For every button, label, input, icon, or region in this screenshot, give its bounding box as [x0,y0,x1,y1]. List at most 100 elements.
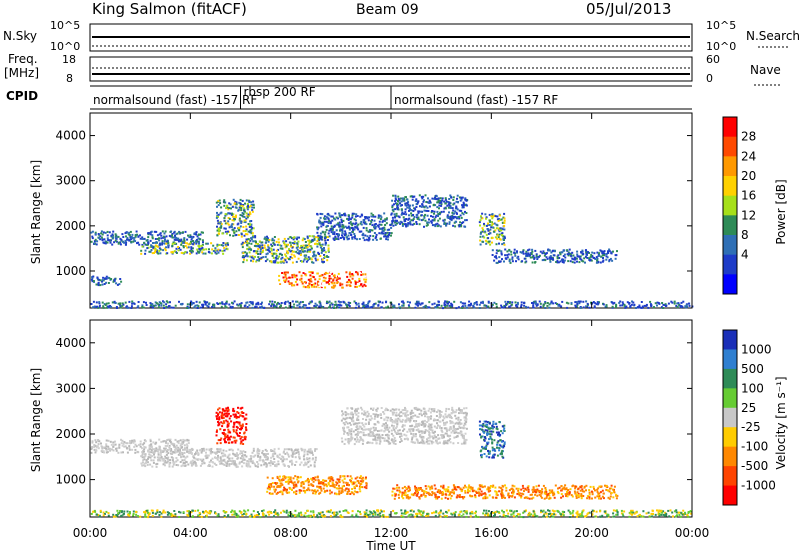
heatmap-cell [172,251,174,253]
heatmap-cell [442,419,444,421]
heatmap-cell [317,281,319,283]
heatmap-cell [227,421,229,423]
heatmap-cell [656,305,658,307]
heatmap-cell [324,287,326,289]
heatmap-cell [158,306,160,308]
heatmap-cell [345,226,347,228]
heatmap-cell [419,219,421,221]
heatmap-cell [279,479,281,481]
heatmap-cell [229,449,231,451]
heatmap-cell [224,220,226,222]
heatmap-cell [183,462,185,464]
heatmap-cell [328,250,330,252]
heatmap-cell [201,251,203,253]
heatmap-cell [280,258,282,260]
heatmap-cell [323,485,325,487]
heatmap-cell [489,229,491,231]
heatmap-cell [309,241,311,243]
heatmap-cell [120,452,122,454]
heatmap-cell [227,242,229,244]
heatmap-cell [448,435,450,437]
heatmap-cell [328,232,330,234]
heatmap-cell [449,202,451,204]
heatmap-cell [400,415,402,417]
heatmap-cell [412,199,414,201]
heatmap-cell [431,303,433,305]
heatmap-cell [324,490,326,492]
heatmap-cell [146,244,148,246]
heatmap-cell [437,201,439,203]
heatmap-cell [225,222,227,224]
heatmap-cell [103,238,105,240]
heatmap-cell [366,442,368,444]
heatmap-cell [456,409,458,411]
heatmap-cell [254,306,256,308]
heatmap-cell [412,210,414,212]
heatmap-cell [505,303,507,305]
heatmap-cell [154,456,156,458]
freq-tick-top: 18 [62,53,76,66]
heatmap-cell [364,216,366,218]
heatmap-cell [291,254,293,256]
heatmap-cell [200,465,202,467]
heatmap-cell [138,301,140,303]
heatmap-cell [499,234,501,236]
heatmap-cell [342,480,344,482]
heatmap-cell [365,279,367,281]
heatmap-cell [403,434,405,436]
heatmap-cell [276,262,278,264]
heatmap-cell [498,220,500,222]
heatmap-cell [313,284,315,286]
heatmap-cell [250,456,252,458]
heatmap-cell [242,252,244,254]
heatmap-cell [262,251,264,253]
heatmap-cell [141,306,143,308]
heatmap-cell [677,306,679,308]
heatmap-cell [346,236,348,238]
heatmap-cell [211,461,213,463]
heatmap-cell [382,227,384,229]
heatmap-cell [499,214,501,216]
heatmap-cell [379,443,381,445]
heatmap-cell [222,242,224,244]
heatmap-cell [633,304,635,306]
heatmap-cell [236,455,238,457]
nave-label: Nave [750,63,781,77]
heatmap-cell [427,215,429,217]
heatmap-cell [275,260,277,262]
heatmap-cell [252,460,254,462]
heatmap-cell [140,463,142,465]
heatmap-cell [143,242,145,244]
heatmap-cell [112,301,114,303]
heatmap-cell [108,239,110,241]
heatmap-cell [431,427,433,429]
heatmap-cell [532,304,534,306]
heatmap-cell [189,250,191,252]
heatmap-cell [380,215,382,217]
heatmap-cell [343,433,345,435]
heatmap-cell [353,483,355,485]
heatmap-cell [257,248,259,250]
heatmap-cell [438,197,440,199]
heatmap-cell [338,307,340,309]
heatmap-cell [118,242,120,244]
heatmap-cell [440,225,442,227]
heatmap-cell [323,261,325,263]
heatmap-cell [180,456,182,458]
heatmap-cell [359,280,361,282]
heatmap-cell [446,301,448,303]
heatmap-cell [285,240,287,242]
heatmap-cell [391,200,393,202]
heatmap-cell [154,242,156,244]
heatmap-cell [121,233,123,235]
heatmap-cell [128,232,130,234]
heatmap-cell [281,480,283,482]
heatmap-cell [211,252,213,254]
heatmap-cell [424,420,426,422]
heatmap-cell [567,260,569,262]
heatmap-cell [282,282,284,284]
heatmap-cell [97,439,99,441]
heatmap-cell [329,301,331,303]
heatmap-cell [544,302,546,304]
heatmap-cell [202,459,204,461]
